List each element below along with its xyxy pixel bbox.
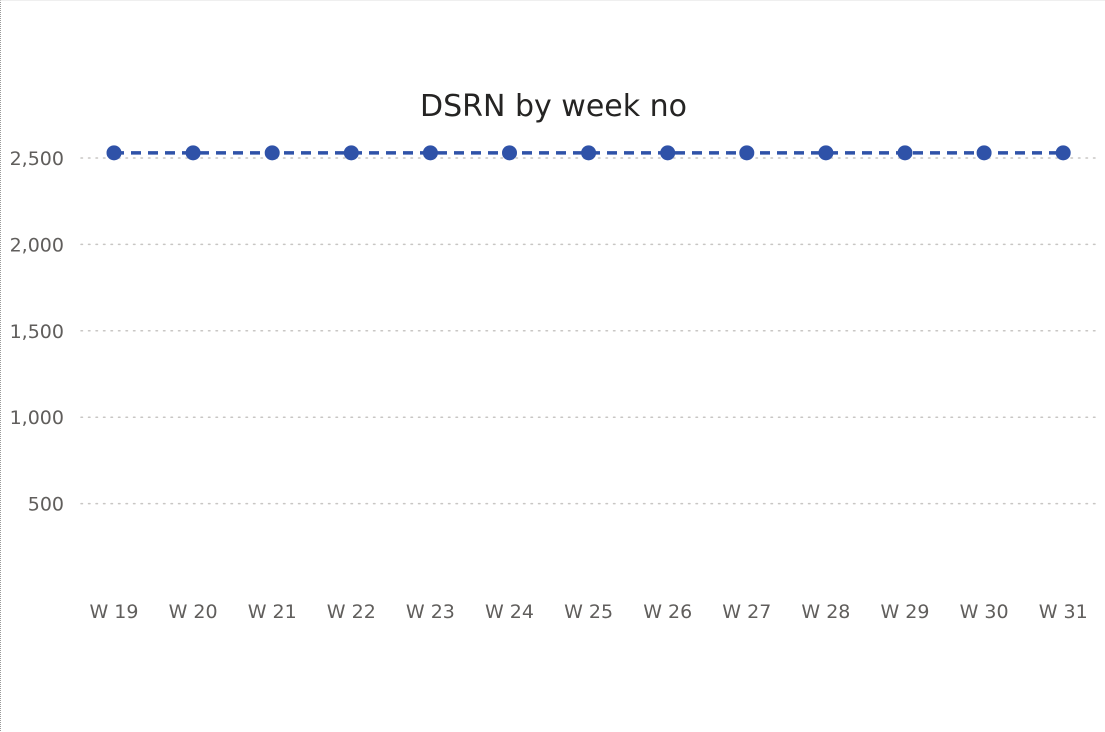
- x-tick-label: W 29: [880, 601, 929, 623]
- y-tick-label: 1,000: [10, 407, 64, 429]
- y-tick-label: 2,000: [10, 234, 64, 256]
- x-tick-label: W 26: [643, 601, 692, 623]
- y-tick-label: 1,500: [10, 321, 64, 343]
- x-tick-label: W 23: [406, 601, 455, 623]
- x-tick-label: W 31: [1039, 601, 1088, 623]
- data-point[interactable]: [423, 145, 438, 160]
- gridlines: [81, 158, 1099, 504]
- x-tick-label: W 28: [801, 601, 850, 623]
- x-tick-label: W 22: [327, 601, 376, 623]
- data-point[interactable]: [265, 145, 280, 160]
- data-point[interactable]: [581, 145, 596, 160]
- data-point[interactable]: [818, 145, 833, 160]
- data-point[interactable]: [660, 145, 675, 160]
- y-tick-label: 2,500: [10, 148, 64, 170]
- x-tick-label: W 21: [248, 601, 297, 623]
- series-dsrn: [107, 145, 1071, 160]
- x-axis: W 19 W 20 W 21 W 22 W 23 W 24 W 25 W 26 W 27 W 28…: [89, 601, 1087, 623]
- data-point[interactable]: [898, 145, 913, 160]
- x-tick-label: W 27: [722, 601, 771, 623]
- data-point[interactable]: [502, 145, 517, 160]
- data-point[interactable]: [107, 145, 122, 160]
- data-point[interactable]: [739, 145, 754, 160]
- x-tick-label: W 19: [89, 601, 138, 623]
- data-point[interactable]: [977, 145, 992, 160]
- x-tick-label: W 24: [485, 601, 534, 623]
- x-tick-label: W 30: [960, 601, 1009, 623]
- x-tick-label: W 25: [564, 601, 613, 623]
- data-point[interactable]: [344, 145, 359, 160]
- y-axis: 500 1,000 1,500 2,000 2,500: [10, 148, 64, 516]
- y-tick-label: 500: [28, 494, 64, 516]
- x-tick-label: W 20: [169, 601, 218, 623]
- data-point[interactable]: [1056, 145, 1071, 160]
- data-point[interactable]: [186, 145, 201, 160]
